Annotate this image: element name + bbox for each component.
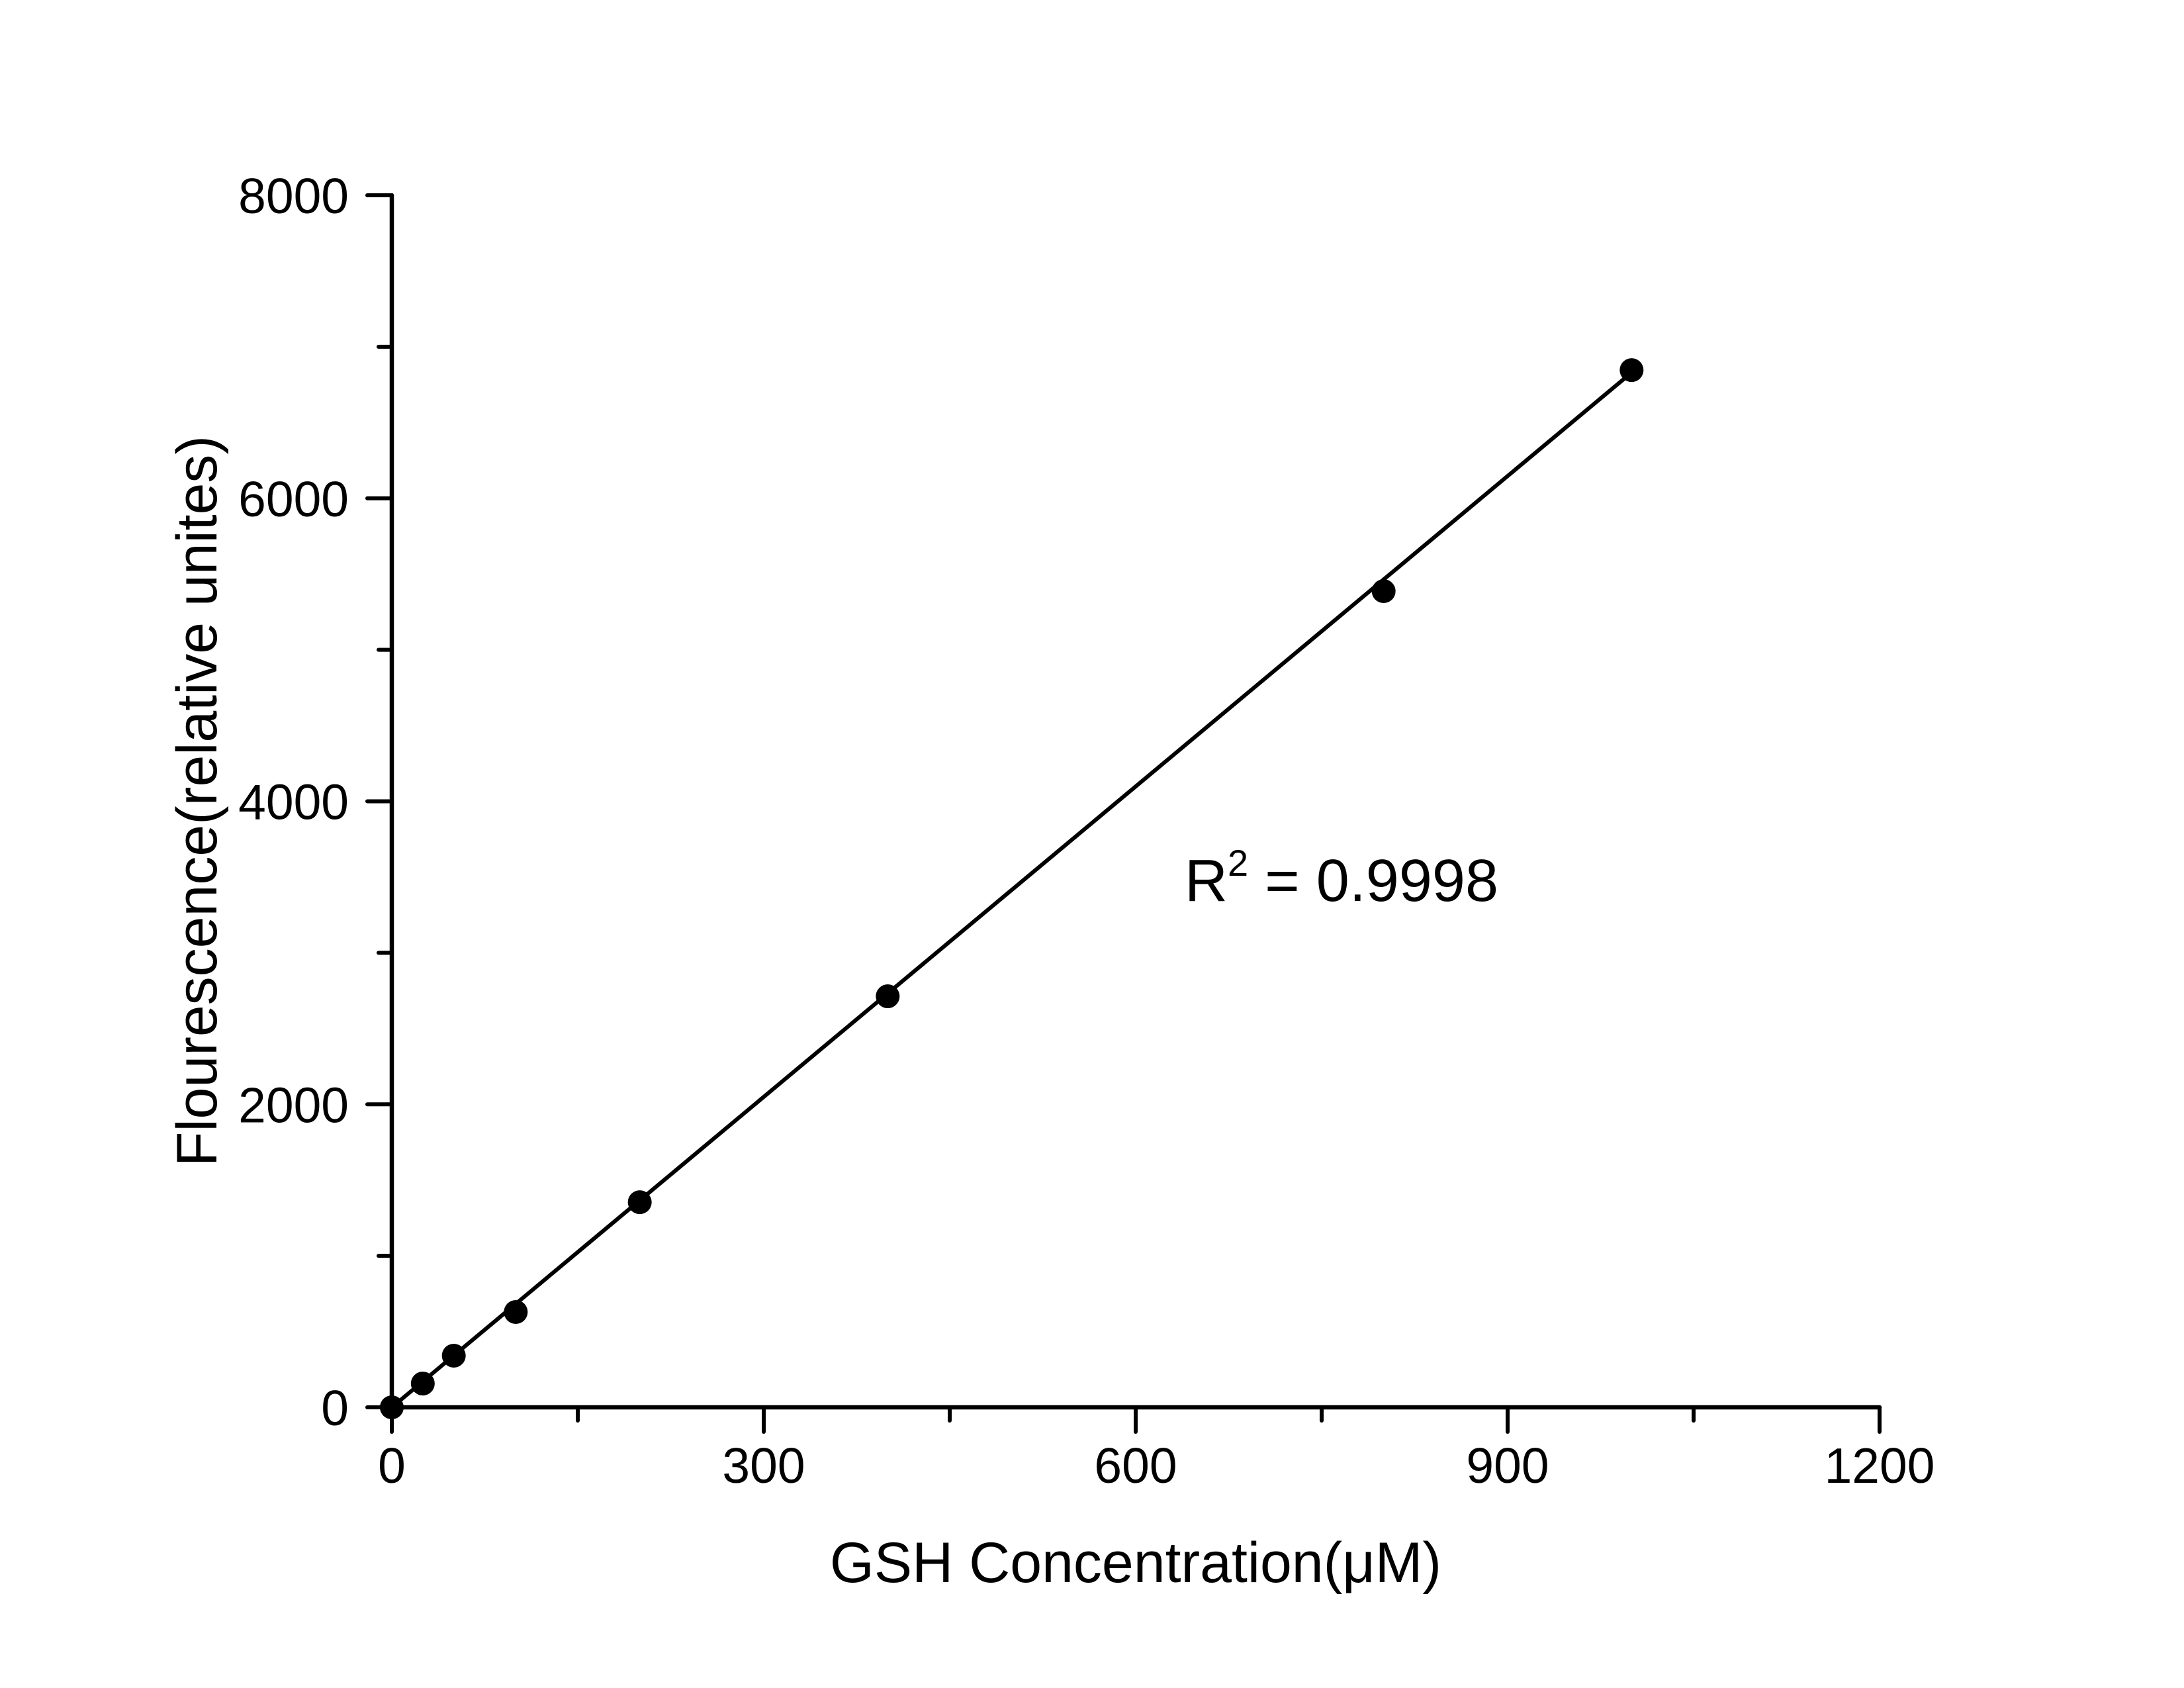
data-point bbox=[410, 1372, 435, 1396]
data-point bbox=[380, 1395, 404, 1419]
x-tick-label: 1200 bbox=[1825, 1438, 1935, 1493]
data-point bbox=[1371, 579, 1396, 604]
r-squared-base: R bbox=[1185, 848, 1228, 914]
data-point bbox=[876, 984, 900, 1009]
r-squared-superscript: 2 bbox=[1228, 842, 1248, 884]
data-point bbox=[627, 1190, 652, 1215]
y-tick-label: 8000 bbox=[238, 168, 349, 224]
x-ticks: 0 300 600 900 1200 bbox=[378, 1405, 1935, 1493]
y-tick-label: 4000 bbox=[238, 774, 349, 830]
y-tick-label: 0 bbox=[321, 1380, 349, 1436]
fit-line bbox=[390, 371, 1633, 1409]
data-point bbox=[1619, 358, 1644, 383]
axes bbox=[389, 193, 1882, 1410]
r-squared-annotation: R2 = 0.9998 bbox=[1185, 842, 1498, 914]
x-tick-label: 300 bbox=[722, 1438, 805, 1493]
y-ticks: 0 2000 4000 6000 8000 bbox=[238, 168, 394, 1436]
data-points bbox=[380, 358, 1644, 1419]
x-tick-label: 600 bbox=[1094, 1438, 1177, 1493]
y-tick-label: 2000 bbox=[238, 1077, 349, 1133]
data-point bbox=[441, 1343, 466, 1368]
y-tick-label: 6000 bbox=[238, 471, 349, 527]
r-squared-value: = 0.9998 bbox=[1248, 848, 1498, 914]
x-tick-label: 900 bbox=[1466, 1438, 1549, 1493]
y-axis-title: Flourescence(relative unites) bbox=[165, 436, 229, 1166]
data-point bbox=[504, 1300, 528, 1325]
linear-fit-line bbox=[390, 371, 1633, 1409]
x-tick-label: 0 bbox=[378, 1438, 406, 1493]
x-axis-title: GSH Concentration(μM) bbox=[830, 1531, 1441, 1595]
